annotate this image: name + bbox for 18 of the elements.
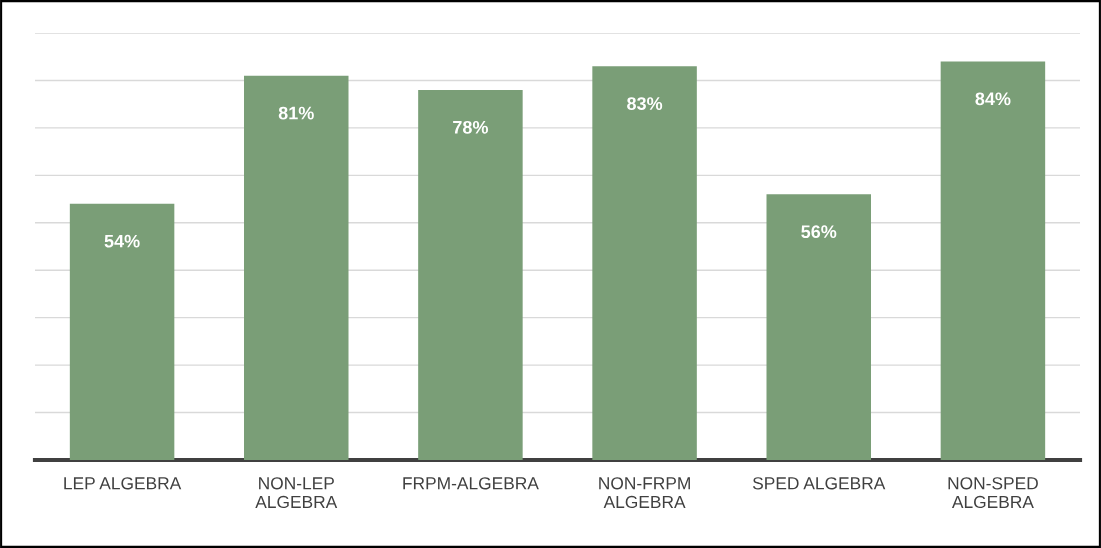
x-tick-label: SPED ALGEBRA bbox=[752, 477, 886, 490]
x-tick-label: NON-FRPM ALGEBRA bbox=[599, 477, 690, 509]
data-label: 83% bbox=[627, 97, 663, 110]
bar bbox=[940, 61, 1046, 460]
data-label: 78% bbox=[453, 120, 489, 134]
bar bbox=[69, 203, 175, 460]
x-tick-label: LEP ALGEBRA bbox=[64, 477, 182, 490]
bar bbox=[244, 75, 349, 460]
data-label: 84% bbox=[975, 92, 1011, 106]
data-label: 56% bbox=[801, 225, 837, 239]
bar bbox=[766, 194, 871, 460]
x-tick-label: NON-SPED ALGEBRA bbox=[948, 477, 1038, 509]
x-tick-label: FRPM-ALGEBRA bbox=[403, 477, 539, 490]
bar bbox=[418, 89, 523, 460]
data-label: 54% bbox=[104, 234, 140, 248]
bar bbox=[592, 66, 697, 460]
x-tick-label: NON-LEP ALGEBRA bbox=[255, 477, 338, 509]
data-label: 81% bbox=[278, 106, 314, 120]
